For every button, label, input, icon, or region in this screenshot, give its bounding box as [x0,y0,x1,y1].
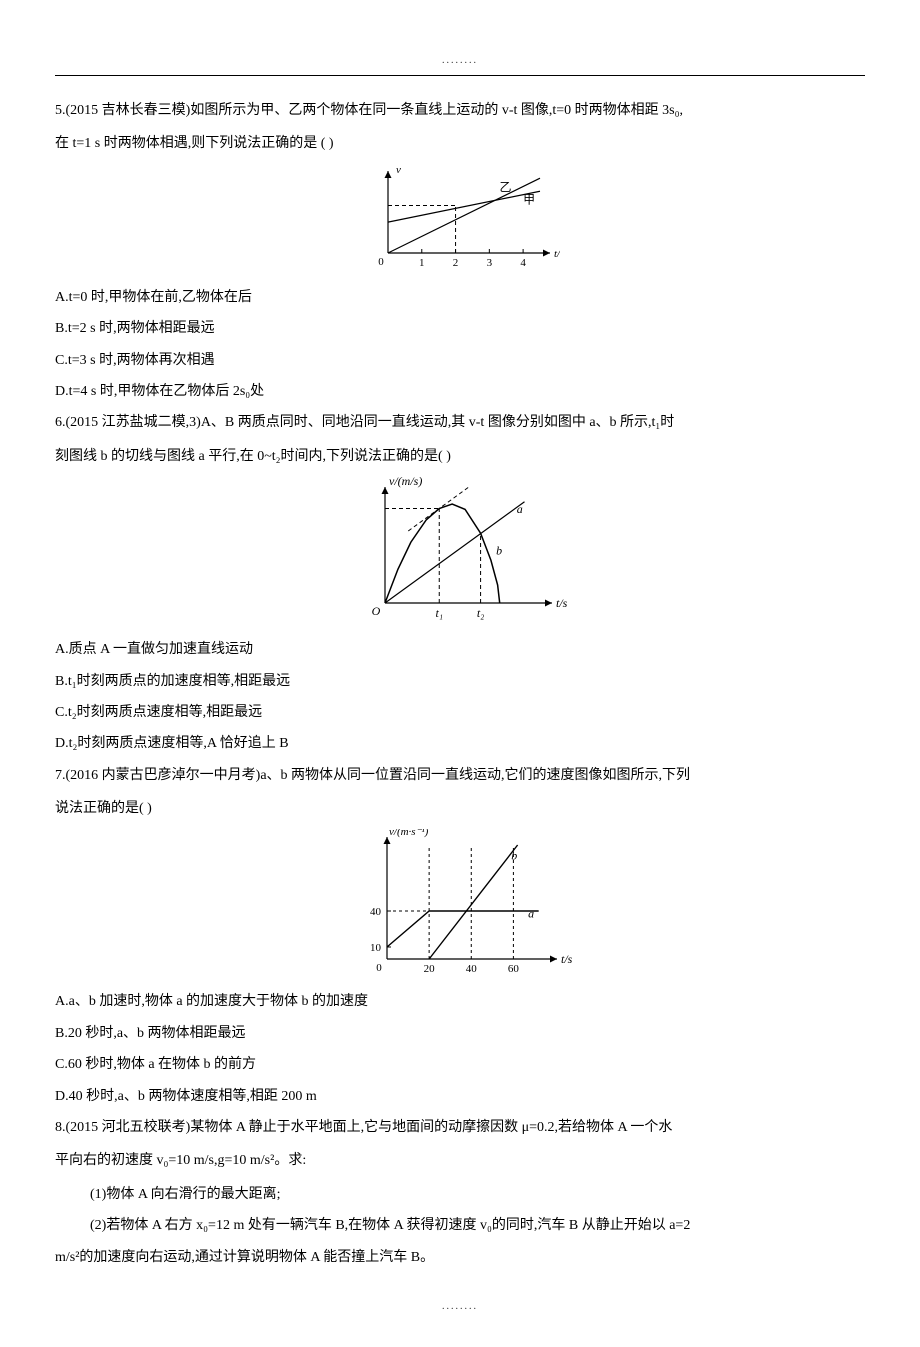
svg-text:t₂: t₂ [477,606,485,620]
svg-text:60: 60 [508,963,520,975]
svg-text:a: a [528,907,534,921]
svg-text:t/s: t/s [554,248,560,260]
q6-prompt-1: 6.(2015 江苏盐城二模,3)A、B 两质点同时、同地沿同一直线运动,其 v… [55,408,865,437]
q5-opt-d: D.t=4 s 时,甲物体在乙物体后 2s₀处 [55,377,865,406]
q7-chart: t/s v/(m·s⁻¹) 0 20 40 60 10 40 a b [345,829,575,979]
q7-opt-b: B.20 秒时,a、b 两物体相距最远 [55,1019,865,1048]
q6-chart: t/s v/(m/s) Ot₁ t₂ a b [350,477,570,627]
svg-text:甲: 甲 [523,192,535,206]
svg-text:0: 0 [378,256,384,268]
svg-text:乙: 乙 [499,180,511,194]
svg-text:1: 1 [419,257,425,269]
q6-opt-c: C.t₂时刻两质点速度相等,相距最远 [55,698,865,727]
q8-part1: (1)物体 A 向右滑行的最大距离; [55,1180,865,1209]
header-dots: ........ [55,50,865,71]
svg-text:b: b [511,849,517,863]
svg-text:b: b [496,544,502,558]
q5-prompt-1: 5.(2015 吉林长春三模)如图所示为甲、乙两个物体在同一条直线上运动的 v-… [55,96,865,125]
q6-opt-a: A.质点 A 一直做匀加速直线运动 [55,635,865,664]
q6-opt-b: B.t₁时刻两质点的加速度相等,相距最远 [55,667,865,696]
q5-chart: t/s v 0 1 2 3 4 甲乙 [360,165,560,275]
q8-prompt-2: 平向右的初速度 v₀=10 m/s,g=10 m/s²。求: [55,1146,865,1175]
q5-opt-c: C.t=3 s 时,两物体再次相遇 [55,346,865,375]
q6-opt-d: D.t₂时刻两质点速度相等,A 恰好追上 B [55,729,865,758]
svg-text:v/(m/s): v/(m/s) [389,477,422,488]
q5-opt-b: B.t=2 s 时,两物体相距最远 [55,314,865,343]
svg-text:4: 4 [520,257,526,269]
q7-opt-a: A.a、b 加速时,物体 a 的加速度大于物体 b 的加速度 [55,987,865,1016]
q8-part2a: (2)若物体 A 右方 x₀=12 m 处有一辆汽车 B,在物体 A 获得初速度… [55,1211,865,1240]
svg-text:10: 10 [370,942,382,954]
svg-text:3: 3 [487,257,493,269]
q8-prompt-1: 8.(2015 河北五校联考)某物体 A 静止于水平地面上,它与地面间的动摩擦因… [55,1113,865,1142]
q5-opt-a: A.t=0 时,甲物体在前,乙物体在后 [55,283,865,312]
svg-text:v: v [396,165,401,176]
svg-text:0: 0 [376,962,382,974]
svg-text:20: 20 [424,963,436,975]
q7-prompt-1: 7.(2016 内蒙古巴彦淖尔一中月考)a、b 两物体从同一位置沿同一直线运动,… [55,761,865,790]
q8-part2b: m/s²的加速度向右运动,通过计算说明物体 A 能否撞上汽车 B。 [55,1243,865,1272]
q6-chart-wrap: t/s v/(m/s) Ot₁ t₂ a b [55,477,865,627]
q7-prompt-2: 说法正确的是( ) [55,794,865,823]
q7-opt-d: D.40 秒时,a、b 两物体速度相等,相距 200 m [55,1082,865,1111]
footer-dots: ........ [55,1296,865,1317]
svg-text:O: O [372,604,381,618]
svg-text:t₁: t₁ [435,606,443,620]
svg-text:2: 2 [453,257,459,269]
svg-text:a: a [517,502,523,516]
svg-text:t/s: t/s [561,952,573,966]
svg-text:t/s: t/s [556,596,568,610]
svg-text:v/(m·s⁻¹): v/(m·s⁻¹) [389,829,429,838]
q6-prompt-2: 刻图线 b 的切线与图线 a 平行,在 0~t₂时间内,下列说法正确的是( ) [55,442,865,471]
q5-chart-wrap: t/s v 0 1 2 3 4 甲乙 [55,165,865,275]
q5-prompt-2: 在 t=1 s 时两物体相遇,则下列说法正确的是 ( ) [55,129,865,158]
header-rule [55,75,865,76]
svg-text:40: 40 [466,963,478,975]
q7-opt-c: C.60 秒时,物体 a 在物体 b 的前方 [55,1050,865,1079]
q7-chart-wrap: t/s v/(m·s⁻¹) 0 20 40 60 10 40 a b [55,829,865,979]
svg-text:40: 40 [370,906,382,918]
